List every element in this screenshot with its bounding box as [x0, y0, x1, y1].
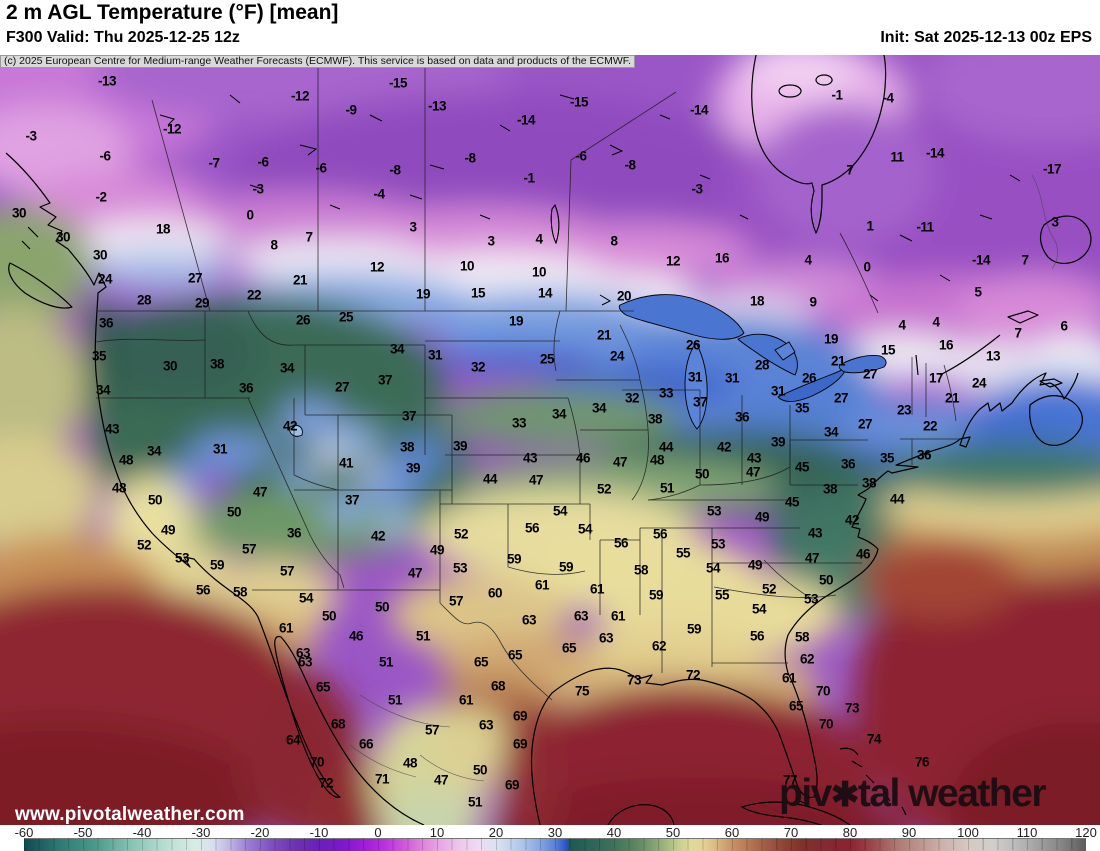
colorbar-gradient	[24, 838, 1086, 851]
colorbar-tick-label: 70	[783, 825, 799, 840]
colorbar-tick-label: -40	[132, 825, 152, 840]
colorbar-tick-label: -60	[14, 825, 34, 840]
colorbar-tick-label: 90	[901, 825, 917, 840]
colorbar-ticks: -60 -50 -40 -30 -20 -10 0 10 20 30 40 50 60 70 80 90 100…	[0, 825, 1100, 840]
header: 2 m AGL Temperature (°F) [mean] F300 Val…	[0, 0, 1100, 55]
temperature-field-svg	[0, 55, 1100, 825]
colorbar-tick-label: -10	[309, 825, 329, 840]
colorbar: -60 -50 -40 -30 -20 -10 0 10 20 30 40 50 60 70 80 90 100…	[0, 825, 1100, 851]
init-time-label: Init: Sat 2025-12-13 00z EPS	[880, 29, 1092, 46]
gear-icon: ✱	[830, 776, 860, 814]
great-lakes	[289, 204, 887, 437]
colorbar-tick-label: 110	[1016, 825, 1038, 840]
colorbar-tick-label: 100	[957, 825, 979, 840]
colorbar-tick-label: 10	[429, 825, 445, 840]
coastlines	[5, 55, 1092, 825]
colorbar-segments	[24, 838, 1086, 850]
colorbar-tick-label: -20	[250, 825, 270, 840]
colorbar-tick-label: 30	[547, 825, 563, 840]
page-title: 2 m AGL Temperature (°F) [mean]	[6, 1, 339, 24]
colorbar-tick-label: -30	[191, 825, 211, 840]
small-lakes	[159, 94, 1021, 306]
copyright-text: (c) 2025 European Centre for Medium-rang…	[4, 55, 631, 67]
mexico-borders	[349, 174, 1058, 782]
colorbar-tick-label: 40	[606, 825, 622, 840]
colorbar-tick-label: 60	[724, 825, 740, 840]
colorbar-tick-label: 120	[1075, 825, 1097, 840]
colorbar-tick-label: 0	[374, 825, 382, 840]
pivotal-weather-logo: piv✱tal weather	[779, 772, 1047, 815]
colorbar-tick-label: 80	[842, 825, 858, 840]
temperature-zones	[0, 55, 1100, 825]
colorbar-tick-label: 20	[488, 825, 504, 840]
colorbar-tick-label: -50	[73, 825, 93, 840]
copyright-bar: (c) 2025 European Centre for Medium-rang…	[0, 55, 635, 68]
forecast-map	[0, 55, 1100, 825]
watermark-url: www.pivotalweather.com	[15, 804, 245, 825]
valid-time-label: F300 Valid: Thu 2025-12-25 12z	[6, 29, 240, 46]
colorbar-tick-label: 50	[665, 825, 681, 840]
state-borders	[95, 55, 960, 701]
